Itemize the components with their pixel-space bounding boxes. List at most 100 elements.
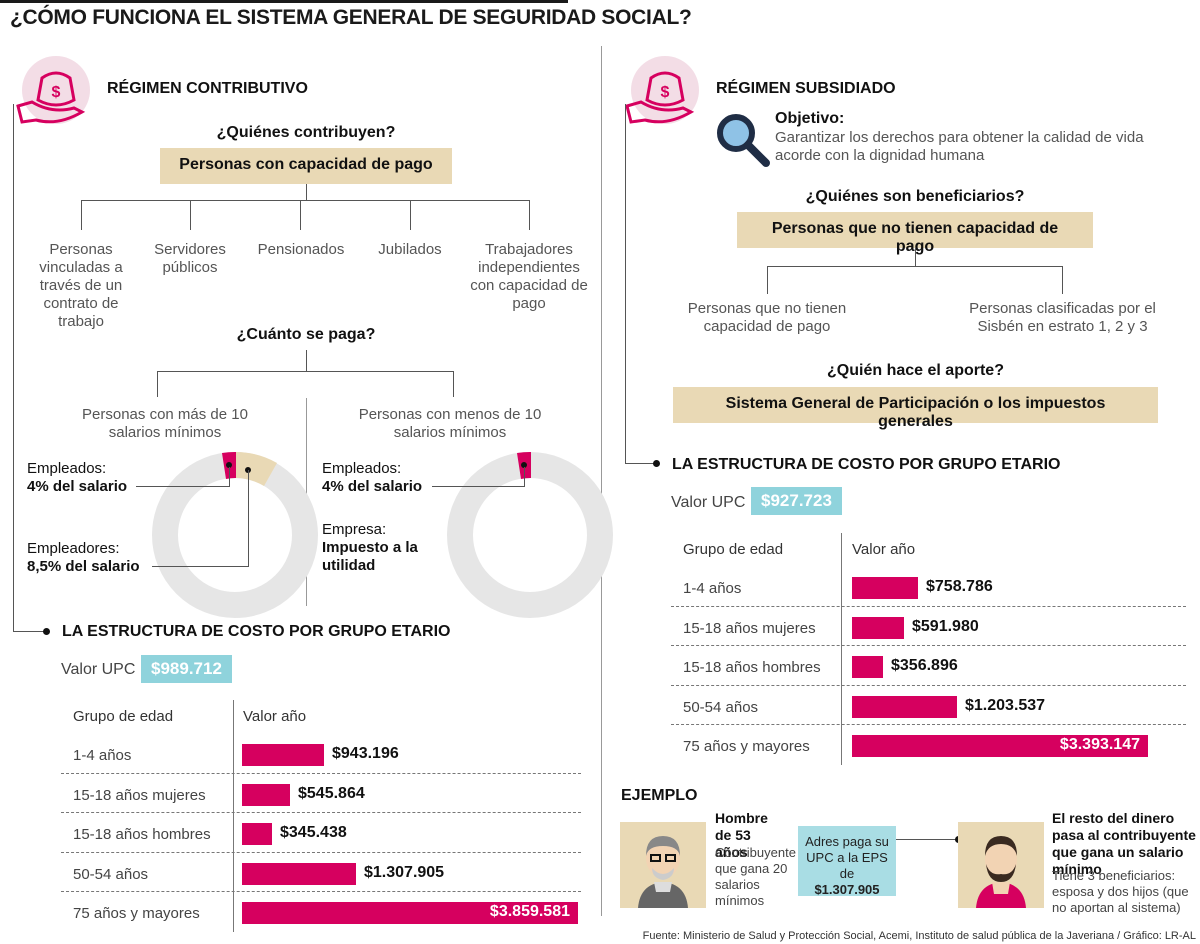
contributor-item: Servidores públicos: [154, 241, 226, 276]
bar-category-label: 50-54 años: [683, 698, 759, 716]
table-divider: [841, 533, 842, 765]
bar-category-label: 75 años y mayores: [683, 738, 810, 755]
upc-value-right: $927.723: [751, 487, 842, 515]
row-divider: [671, 605, 1186, 607]
flow-line: [896, 839, 958, 840]
tree-line: [81, 200, 529, 201]
upc-value-left: $989.712: [141, 655, 232, 683]
row-divider: [671, 724, 1186, 725]
tree-line: [300, 200, 301, 230]
bullet-dot: [653, 460, 660, 467]
col-header-grupo: Grupo de edad: [73, 708, 174, 725]
tree-line: [410, 200, 411, 230]
bracket-line: [625, 104, 626, 464]
donut-a-employer-slice: [236, 452, 277, 486]
bracket-line: [625, 463, 655, 464]
tree-line: [157, 371, 454, 372]
bar: [852, 616, 904, 639]
question-beneficiarios: ¿Quiénes son beneficiarios?: [805, 188, 1025, 205]
man-avatar-icon: [638, 836, 688, 908]
beneficiary-item: Personas clasificadas por el Sisbén en e…: [969, 300, 1156, 335]
donut-chart-a: [150, 450, 320, 620]
regimen-contributivo-heading: RÉGIMEN CONTRIBUTIVO: [107, 80, 308, 97]
money-bag-hand-icon: $: [12, 56, 98, 126]
upc-label-left: Valor UPC: [61, 661, 136, 678]
contributor-item: Trabajadores independientes con capacida…: [470, 241, 588, 312]
bar: [242, 902, 578, 924]
tree-line: [915, 248, 916, 267]
tree-line: [453, 371, 454, 397]
col-header-grupo: Grupo de edad: [683, 541, 784, 558]
bar-value-label: $1.203.537: [965, 696, 1046, 714]
bracket-line: [13, 631, 45, 632]
tree-line: [529, 200, 530, 230]
bar-category-label: 15-18 años hombres: [73, 826, 211, 843]
upc-label-right: Valor UPC: [671, 494, 746, 511]
pointer-line: [152, 566, 248, 567]
pointer-line: [524, 467, 525, 487]
col-header-valor: Valor año: [243, 708, 307, 725]
rest-title: El resto del dinero pasa al contribuyent…: [1052, 810, 1196, 877]
row-divider: [61, 812, 581, 813]
bar-value-label: $1.307.905: [364, 863, 445, 881]
tree-line: [306, 350, 307, 372]
bar: [242, 744, 324, 766]
pointer-line: [432, 486, 525, 487]
bar-value-label: $356.896: [891, 657, 958, 674]
regimen-subsidiado-heading: RÉGIMEN SUBSIDIADO: [716, 80, 896, 97]
bar: [852, 695, 957, 718]
group-a-label-1: Empleados: 4% del salario: [27, 460, 128, 495]
box-sistema-general: Sistema General de Participación o los i…: [673, 387, 1158, 430]
rest-text: Tiene 3 beneficiarios: esposa y dos hijo…: [1052, 868, 1189, 915]
bar-value-label: $3.393.147: [1059, 736, 1140, 753]
row-divider: [671, 645, 1186, 646]
bar-value-label: $591.980: [912, 617, 979, 635]
tree-line: [157, 371, 158, 397]
contributor-item: Pensionados: [257, 241, 345, 258]
table-divider: [233, 700, 234, 932]
beneficiary-item: Personas que no tienen capacidad de pago: [687, 300, 847, 335]
pointer-line: [248, 470, 249, 567]
row-divider: [671, 684, 1186, 686]
bar-category-label: 15-18 años mujeres: [73, 786, 206, 804]
tree-line: [767, 266, 768, 294]
question-quienes-contribuyen: ¿Quiénes contribuyen?: [216, 124, 396, 141]
man-portrait: [620, 822, 706, 908]
bar-category-label: 15-18 años hombres: [683, 659, 821, 676]
group-b-label-1: Empleados: 4% del salario: [322, 460, 423, 495]
box-capacidad-pago: Personas con capacidad de pago: [160, 148, 452, 184]
contributor-item: Jubilados: [378, 241, 442, 258]
bar: [852, 735, 1148, 757]
group-b-label-2: Empresa: Impuesto a la utilidad: [322, 521, 418, 574]
tree-line: [306, 184, 307, 201]
young-man-portrait: [958, 822, 1044, 908]
bar-category-label: 15-18 años mujeres: [683, 619, 816, 637]
tree-line: [190, 200, 191, 230]
bar: [242, 862, 356, 885]
bar-value-label: $943.196: [332, 745, 399, 762]
adres-box: Adres paga su UPC a la EPS de $1.307.905: [798, 826, 896, 897]
bar: [852, 656, 883, 678]
bar: [242, 783, 290, 806]
svg-text:$: $: [52, 84, 61, 101]
title-rule: [0, 0, 568, 3]
young-man-avatar-icon: [976, 836, 1026, 908]
tree-line: [767, 266, 1063, 267]
tree-line: [1062, 266, 1063, 294]
man-text: Contribuyente que gana 20 salarios mínim…: [715, 845, 796, 908]
row-divider: [61, 891, 581, 892]
bar: [242, 823, 272, 845]
group-a-title: Personas con más de 10 salarios mínimos: [82, 406, 248, 441]
bar-category-label: 50-54 años: [73, 865, 149, 883]
bar-value-label: $345.438: [280, 824, 347, 841]
source-note: Fuente: Ministerio de Salud y Protección…: [642, 930, 1196, 942]
objetivo-text: Garantizar los derechos para obtener la …: [775, 129, 1144, 164]
ejemplo-heading: EJEMPLO: [621, 787, 698, 804]
magnifier-icon: [714, 111, 770, 167]
row-divider: [61, 851, 581, 853]
question-aporte: ¿Quién hace el aporte?: [827, 362, 1004, 379]
objetivo-title: Objetivo:: [775, 110, 845, 127]
bar-category-label: 75 años y mayores: [73, 905, 200, 922]
question-cuanto-se-paga: ¿Cuánto se paga?: [236, 326, 376, 343]
bar: [852, 577, 918, 599]
